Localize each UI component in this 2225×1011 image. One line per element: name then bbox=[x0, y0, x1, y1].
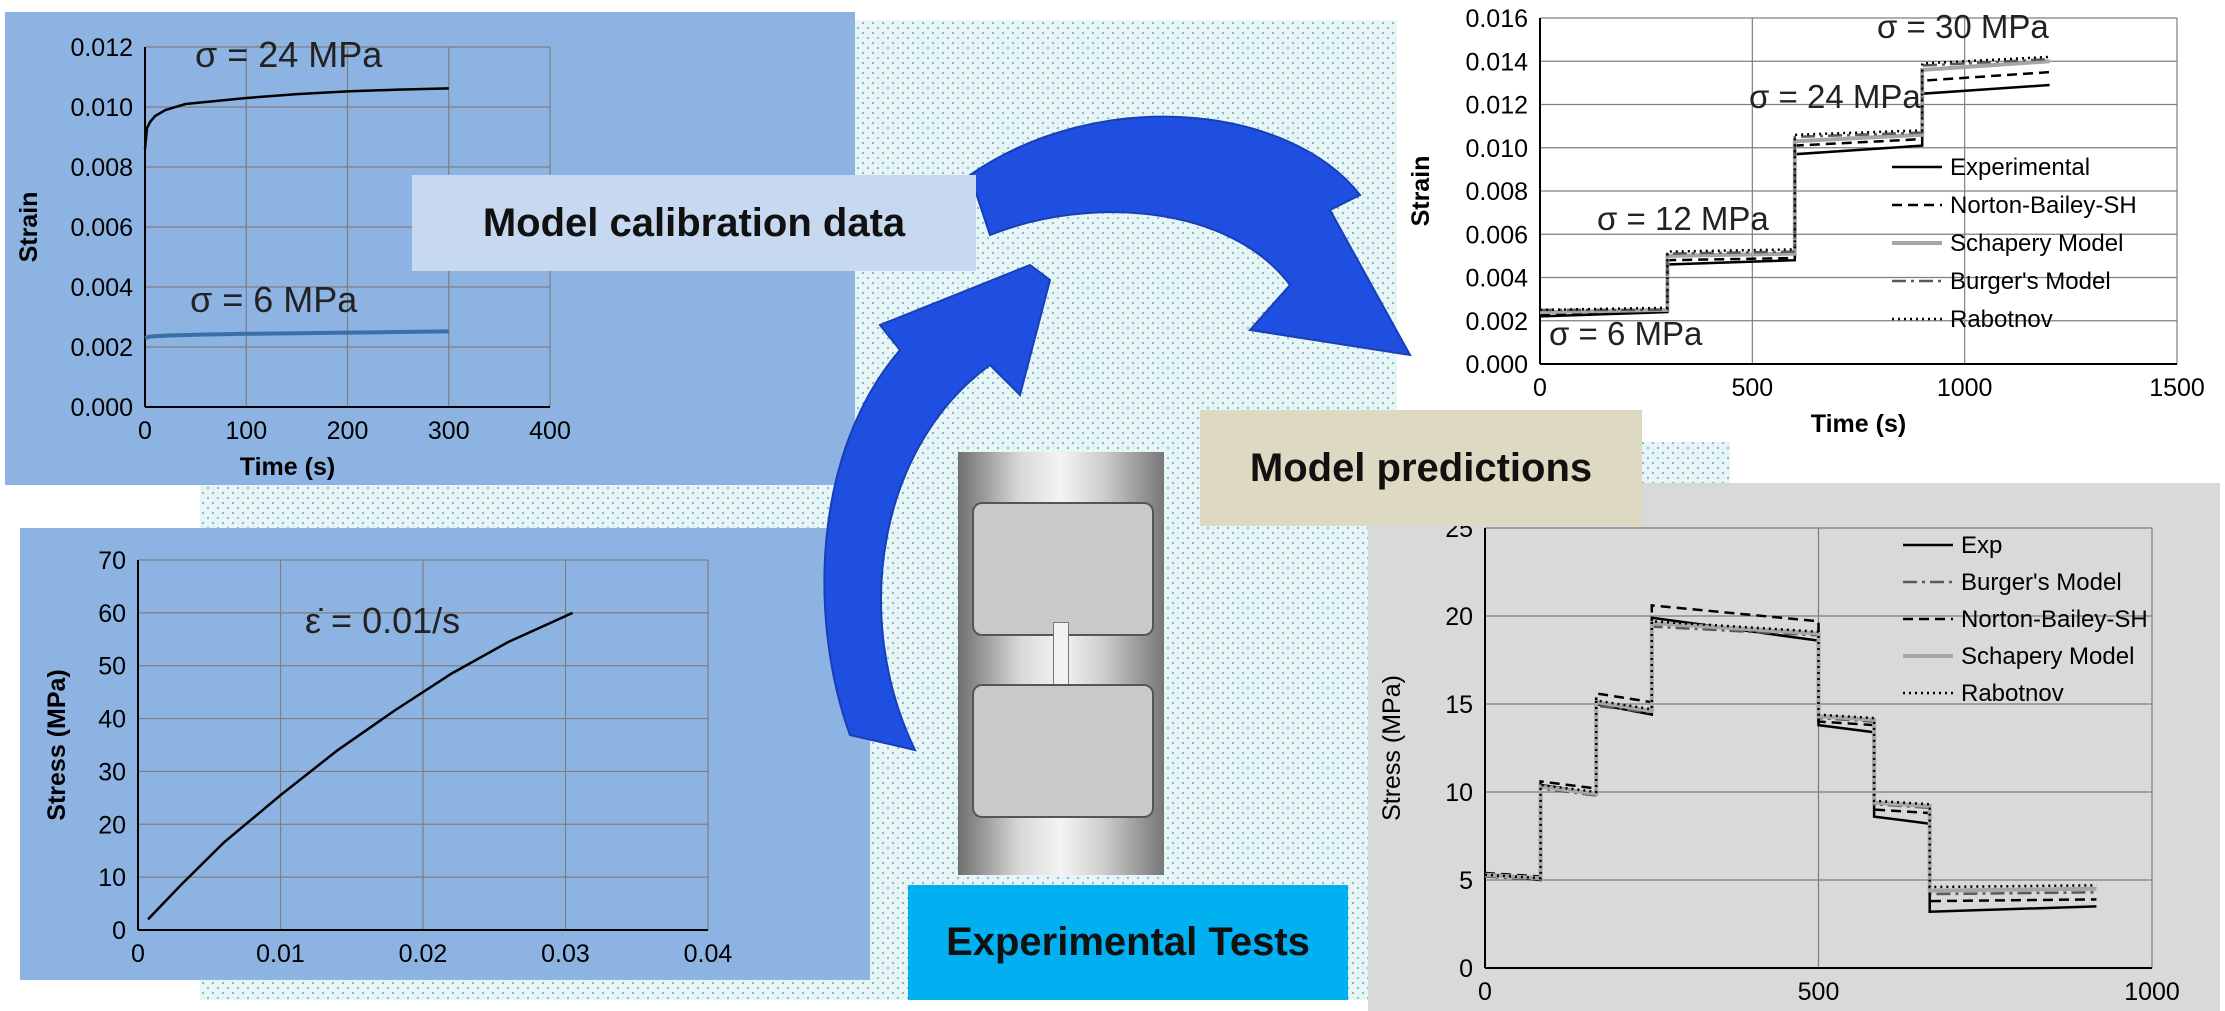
legend-label: Rabotnov bbox=[1961, 680, 2064, 707]
y-tick-label: 0.016 bbox=[1465, 5, 1528, 33]
y-tick-label: 0.008 bbox=[70, 154, 133, 182]
y-tick-label: 50 bbox=[98, 653, 126, 681]
y-axis-label: Strain bbox=[15, 192, 43, 263]
y-tick-label: 0.006 bbox=[1465, 221, 1528, 249]
chart-annotation: σ = 6 MPa bbox=[1549, 315, 1703, 352]
x-tick-label: 500 bbox=[1798, 978, 1840, 1006]
series-line-1 bbox=[144, 329, 449, 340]
lower-grip bbox=[972, 684, 1154, 818]
chart-annotation: σ = 30 MPa bbox=[1877, 8, 2049, 45]
legend-label: Burger's Model bbox=[1950, 268, 2111, 295]
legend-label: Norton-Bailey-SH bbox=[1961, 606, 2148, 633]
x-tick-label: 200 bbox=[327, 417, 369, 445]
y-tick-label: 20 bbox=[1445, 603, 1473, 631]
series-line-0 bbox=[143, 87, 449, 150]
x-tick-label: 0.02 bbox=[399, 940, 448, 968]
x-tick-label: 0 bbox=[131, 940, 145, 968]
y-tick-label: 0.012 bbox=[1465, 92, 1528, 120]
y-tick-label: 20 bbox=[98, 811, 126, 839]
y-tick-label: 10 bbox=[1445, 779, 1473, 807]
series-line-2 bbox=[1484, 604, 2097, 903]
x-tick-label: 0.01 bbox=[256, 940, 305, 968]
legend-label: Exp bbox=[1961, 532, 2002, 559]
y-tick-label: 0.002 bbox=[70, 334, 133, 362]
y-tick-label: 0.006 bbox=[70, 214, 133, 242]
relaxation-predictions-chart: 050010000510152025Time (s)Stress (MPa)Ex… bbox=[1368, 483, 2220, 1011]
x-tick-label: 500 bbox=[1731, 374, 1773, 402]
y-tick-label: 0.014 bbox=[1465, 48, 1528, 76]
x-axis-label: Time (s) bbox=[240, 453, 335, 481]
y-tick-label: 5 bbox=[1459, 867, 1473, 895]
y-tick-label: 0.004 bbox=[1465, 265, 1528, 293]
legend-label: Rabotnov bbox=[1950, 306, 2053, 333]
y-tick-label: 0.000 bbox=[1465, 351, 1528, 379]
x-tick-label: 100 bbox=[225, 417, 267, 445]
y-axis-label: Stress (MPa) bbox=[1378, 675, 1406, 821]
y-tick-label: 0.010 bbox=[1465, 135, 1528, 163]
lower-curved-arrow bbox=[823, 263, 1052, 752]
tensile-test-photo bbox=[958, 452, 1164, 875]
y-tick-label: 60 bbox=[98, 600, 126, 628]
y-tick-label: 0 bbox=[112, 917, 126, 945]
x-tick-label: 1500 bbox=[2149, 374, 2205, 402]
y-tick-label: 0.002 bbox=[1465, 308, 1528, 336]
y-tick-label: 0.004 bbox=[70, 274, 133, 302]
chart-annotation: σ = 12 MPa bbox=[1597, 200, 1769, 237]
chart-annotation: ε̇ = 0.01/s bbox=[305, 600, 460, 641]
x-tick-label: 0.04 bbox=[684, 940, 733, 968]
y-tick-label: 0.010 bbox=[70, 94, 133, 122]
upper-curved-arrow bbox=[968, 115, 1412, 357]
x-axis-label: Strain bbox=[388, 976, 459, 980]
y-tick-label: 15 bbox=[1445, 691, 1473, 719]
creep-predictions-chart: 0 500 1000 1500 0.000 0.002 0.004 0.006 0.008 0.0… bbox=[1397, 0, 2225, 442]
y-tick-label: 0.000 bbox=[70, 394, 133, 422]
chart-annotation: σ = 6 MPa bbox=[190, 279, 358, 320]
legend-label: Schapery Model bbox=[1961, 643, 2134, 670]
x-tick-label: 1000 bbox=[1937, 374, 1993, 402]
legend-label: Schapery Model bbox=[1950, 230, 2123, 257]
chart-background bbox=[1368, 483, 2220, 1011]
chart-annotation: σ = 24 MPa bbox=[195, 34, 383, 75]
y-tick-label: 70 bbox=[98, 547, 126, 575]
legend-label: Norton-Bailey-SH bbox=[1950, 192, 2137, 219]
series-line-3 bbox=[1484, 620, 2097, 893]
x-tick-label: 0.03 bbox=[541, 940, 590, 968]
predictions-label: Model predictions bbox=[1200, 410, 1642, 526]
y-tick-label: 40 bbox=[98, 706, 126, 734]
upper-grip bbox=[972, 502, 1154, 636]
y-axis-label: Stress (MPa) bbox=[43, 669, 71, 820]
x-tick-label: 0 bbox=[1533, 374, 1547, 402]
x-tick-label: 0 bbox=[138, 417, 152, 445]
x-tick-label: 0 bbox=[1478, 978, 1492, 1006]
x-tick-label: 400 bbox=[529, 417, 571, 445]
y-tick-label: 0 bbox=[1459, 955, 1473, 983]
y-tick-label: 0.012 bbox=[70, 34, 133, 62]
y-tick-label: 30 bbox=[98, 758, 126, 786]
x-axis-label: Time (s) bbox=[1811, 410, 1906, 438]
x-tick-label: 1000 bbox=[2124, 978, 2180, 1006]
chart-annotation: σ = 24 MPa bbox=[1749, 78, 1921, 115]
y-tick-label: 0.008 bbox=[1465, 178, 1528, 206]
y-tick-label: 10 bbox=[98, 864, 126, 892]
y-axis-label: Strain bbox=[1407, 156, 1435, 227]
cycle-arrows bbox=[823, 115, 1412, 752]
x-tick-label: 300 bbox=[428, 417, 470, 445]
stress-strain-chart: 0 0.01 0.02 0.03 0.04 0 10 20 30 40 50 60 70 Strain St… bbox=[20, 528, 870, 980]
chart-background bbox=[1397, 0, 2225, 442]
experimental-tests-label: Experimental Tests bbox=[908, 885, 1348, 1000]
series-line-0 bbox=[147, 611, 574, 921]
legend-label: Experimental bbox=[1950, 154, 2090, 181]
series-line-3 bbox=[1540, 57, 2050, 312]
legend-label: Burger's Model bbox=[1961, 569, 2122, 596]
calibration-label: Model calibration data bbox=[412, 175, 976, 271]
